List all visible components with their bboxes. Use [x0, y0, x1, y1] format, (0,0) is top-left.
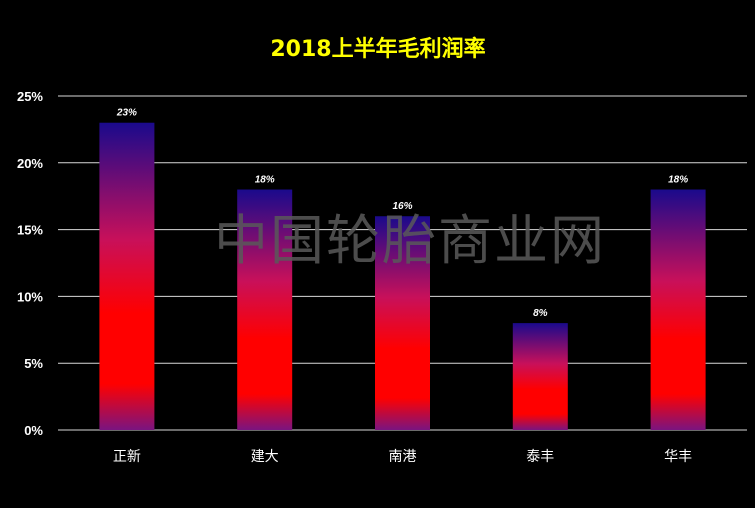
x-axis: 正新 建大 南港 泰丰 华丰 — [113, 449, 692, 465]
y-tick-label: 10% — [17, 289, 43, 304]
y-tick-label: 25% — [17, 89, 43, 104]
data-label: 18% — [668, 175, 688, 186]
data-labels: 23% 18% 16% 8% 18% — [116, 108, 688, 319]
y-tick-label: 20% — [17, 156, 43, 171]
bar — [512, 323, 568, 430]
bar — [99, 122, 155, 430]
x-tick-label: 泰丰 — [526, 449, 554, 465]
bar — [375, 216, 430, 430]
x-tick-label: 华丰 — [664, 449, 692, 465]
data-label: 8% — [533, 308, 548, 319]
y-tick-label: 0% — [24, 423, 43, 438]
x-tick-label: 南港 — [389, 449, 417, 465]
y-tick-label: 5% — [24, 356, 43, 371]
x-tick-label: 建大 — [251, 449, 279, 465]
bar — [650, 189, 706, 430]
data-label: 16% — [392, 201, 412, 212]
y-axis: 0% 5% 10% 15% 20% 25% — [17, 89, 43, 438]
bar — [237, 189, 293, 430]
watermark-text: 中国轮胎商业网 — [214, 209, 606, 272]
data-label: 18% — [255, 175, 275, 186]
data-label: 23% — [116, 108, 137, 119]
chart-title: 2018上半年毛利润率 — [270, 36, 485, 62]
y-tick-label: 15% — [17, 223, 43, 238]
bars — [99, 122, 706, 430]
x-tick-label: 正新 — [113, 449, 141, 465]
